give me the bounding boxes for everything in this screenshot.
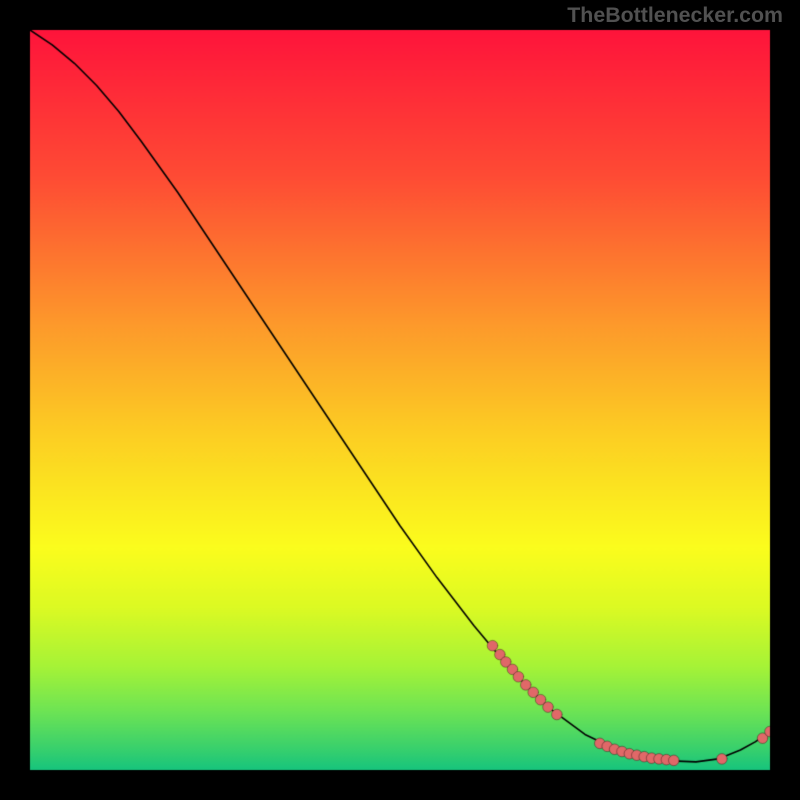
bottleneck-chart-canvas [0, 0, 800, 800]
chart-container: TheBottlenecker.com [0, 0, 800, 800]
watermark-text: TheBottlenecker.com [567, 3, 783, 28]
